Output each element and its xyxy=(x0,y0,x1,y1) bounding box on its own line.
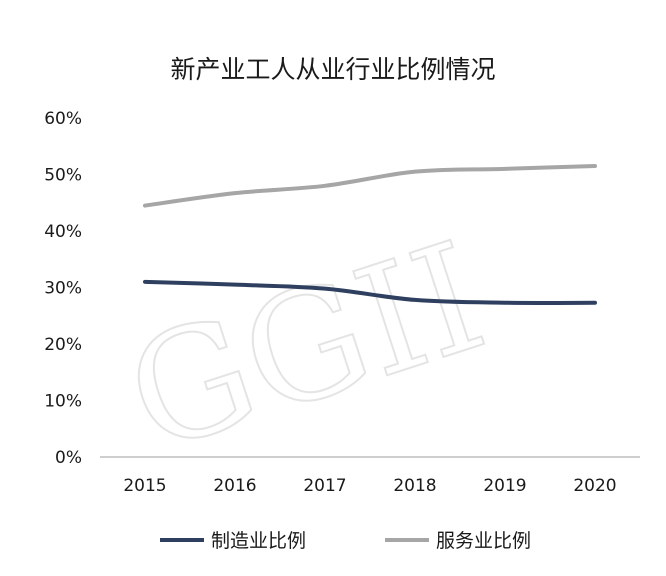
y-tick-label: 20% xyxy=(44,335,82,355)
y-tick-label: 50% xyxy=(44,166,82,186)
legend: 制造业比例 服务业比例 xyxy=(160,530,531,552)
x-tick-label: 2019 xyxy=(483,476,526,496)
y-tick-label: 10% xyxy=(44,392,82,412)
x-axis-ticks: 2015 2016 2017 2018 2019 2020 xyxy=(123,476,616,496)
watermark: GGII xyxy=(109,210,503,486)
y-tick-label: 60% xyxy=(44,109,82,129)
y-axis-ticks: 0% 10% 20% 30% 40% 50% 60% xyxy=(44,109,82,468)
series-lines xyxy=(143,164,597,305)
x-tick-label: 2016 xyxy=(213,476,256,496)
series-line-1 xyxy=(143,279,597,305)
x-tick-label: 2017 xyxy=(303,476,346,496)
chart-title: 新产业工人从业行业比例情况 xyxy=(170,55,495,84)
legend-label: 服务业比例 xyxy=(436,530,531,552)
legend-label: 制造业比例 xyxy=(211,530,306,552)
y-tick-label: 30% xyxy=(44,279,82,299)
x-tick-label: 2020 xyxy=(573,476,616,496)
y-tick-label: 40% xyxy=(44,222,82,242)
series-line-2 xyxy=(143,164,597,208)
x-tick-label: 2018 xyxy=(393,476,436,496)
y-tick-label: 0% xyxy=(55,448,82,468)
x-tick-label: 2015 xyxy=(123,476,166,496)
